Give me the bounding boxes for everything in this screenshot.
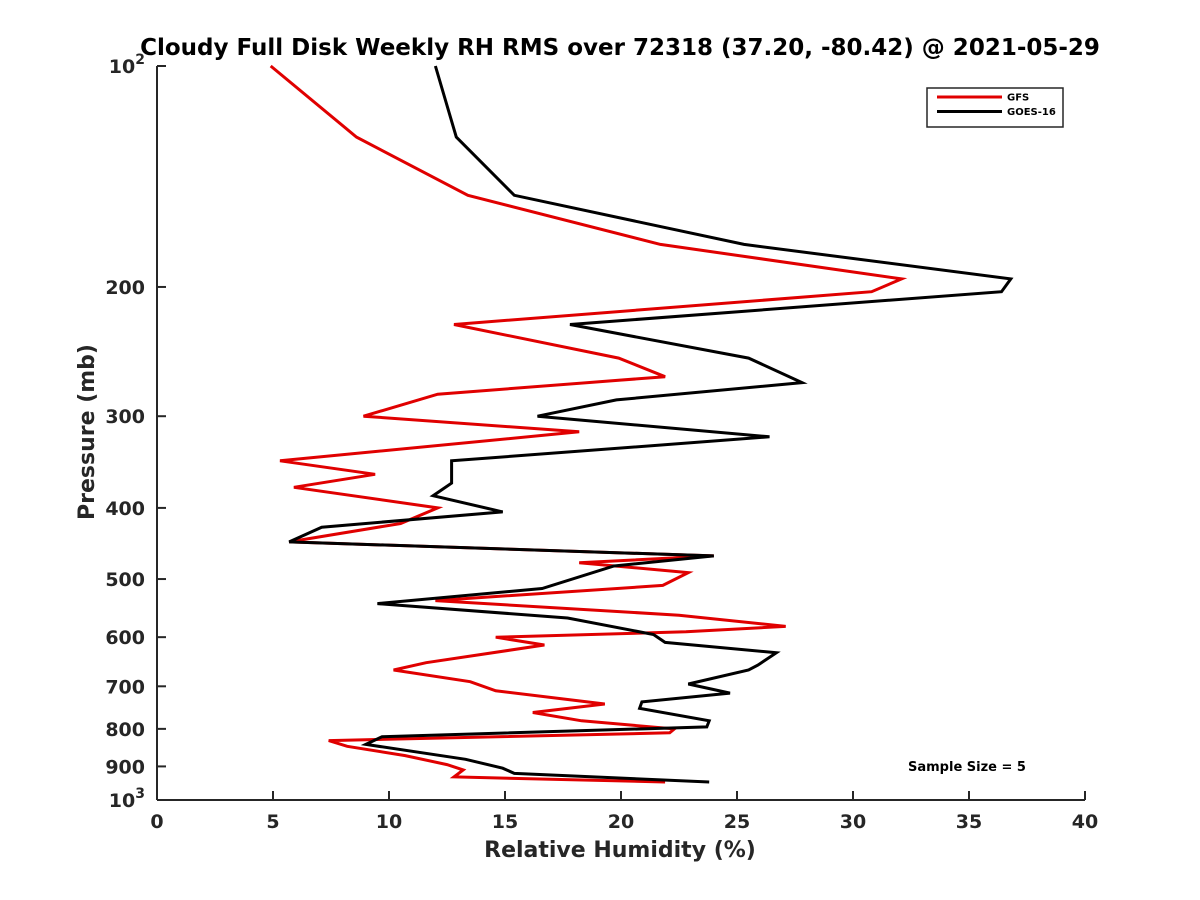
series-line-goes-16 — [288, 65, 1014, 784]
legend-label: GOES-16 — [1007, 107, 1056, 118]
y-tick-label: 400 — [105, 498, 145, 520]
y-tick-label: 900 — [105, 756, 145, 778]
y-tick-label: 800 — [105, 719, 145, 741]
legend-box — [926, 87, 1064, 128]
x-tick-label: 25 — [724, 811, 750, 833]
series-layer — [269, 64, 1014, 784]
x-tick-label: 15 — [492, 811, 518, 833]
y-tick-label: 700 — [105, 676, 145, 698]
y-tick-label: 600 — [105, 627, 145, 649]
y-tick-exponent: 3 — [135, 786, 145, 802]
y-tick-base: 10 — [109, 56, 135, 78]
x-tick-label: 20 — [608, 811, 634, 833]
x-tick-label: 35 — [956, 811, 982, 833]
y-tick-label: 102 — [109, 52, 145, 78]
legend-label: GFS — [1007, 93, 1029, 104]
y-tick-label: 103 — [109, 786, 145, 812]
x-tick-label: 10 — [376, 811, 402, 833]
x-tick-label: 40 — [1072, 811, 1098, 833]
sample-size-annotation: Sample Size = 5 — [908, 760, 1026, 775]
x-tick-label: 5 — [266, 811, 279, 833]
y-tick-exponent: 2 — [135, 52, 145, 68]
y-axis-label: Pressure (mb) — [75, 344, 100, 520]
y-tick-label: 300 — [105, 406, 145, 428]
x-axis-label: Relative Humidity (%) — [484, 838, 756, 863]
series-line-gfs — [269, 64, 908, 784]
x-tick-label: 30 — [840, 811, 866, 833]
legend: GFS GOES-16 — [926, 87, 1064, 128]
chart-title: Cloudy Full Disk Weekly RH RMS over 7231… — [140, 35, 1100, 61]
x-tick-label: 0 — [150, 811, 163, 833]
axes-layer: 0 5 10 15 20 25 30 35 40102200300400500600700800… — [105, 52, 1098, 833]
y-tick-label: 500 — [105, 569, 145, 591]
y-tick-base: 10 — [109, 790, 135, 812]
y-tick-label: 200 — [105, 277, 145, 299]
